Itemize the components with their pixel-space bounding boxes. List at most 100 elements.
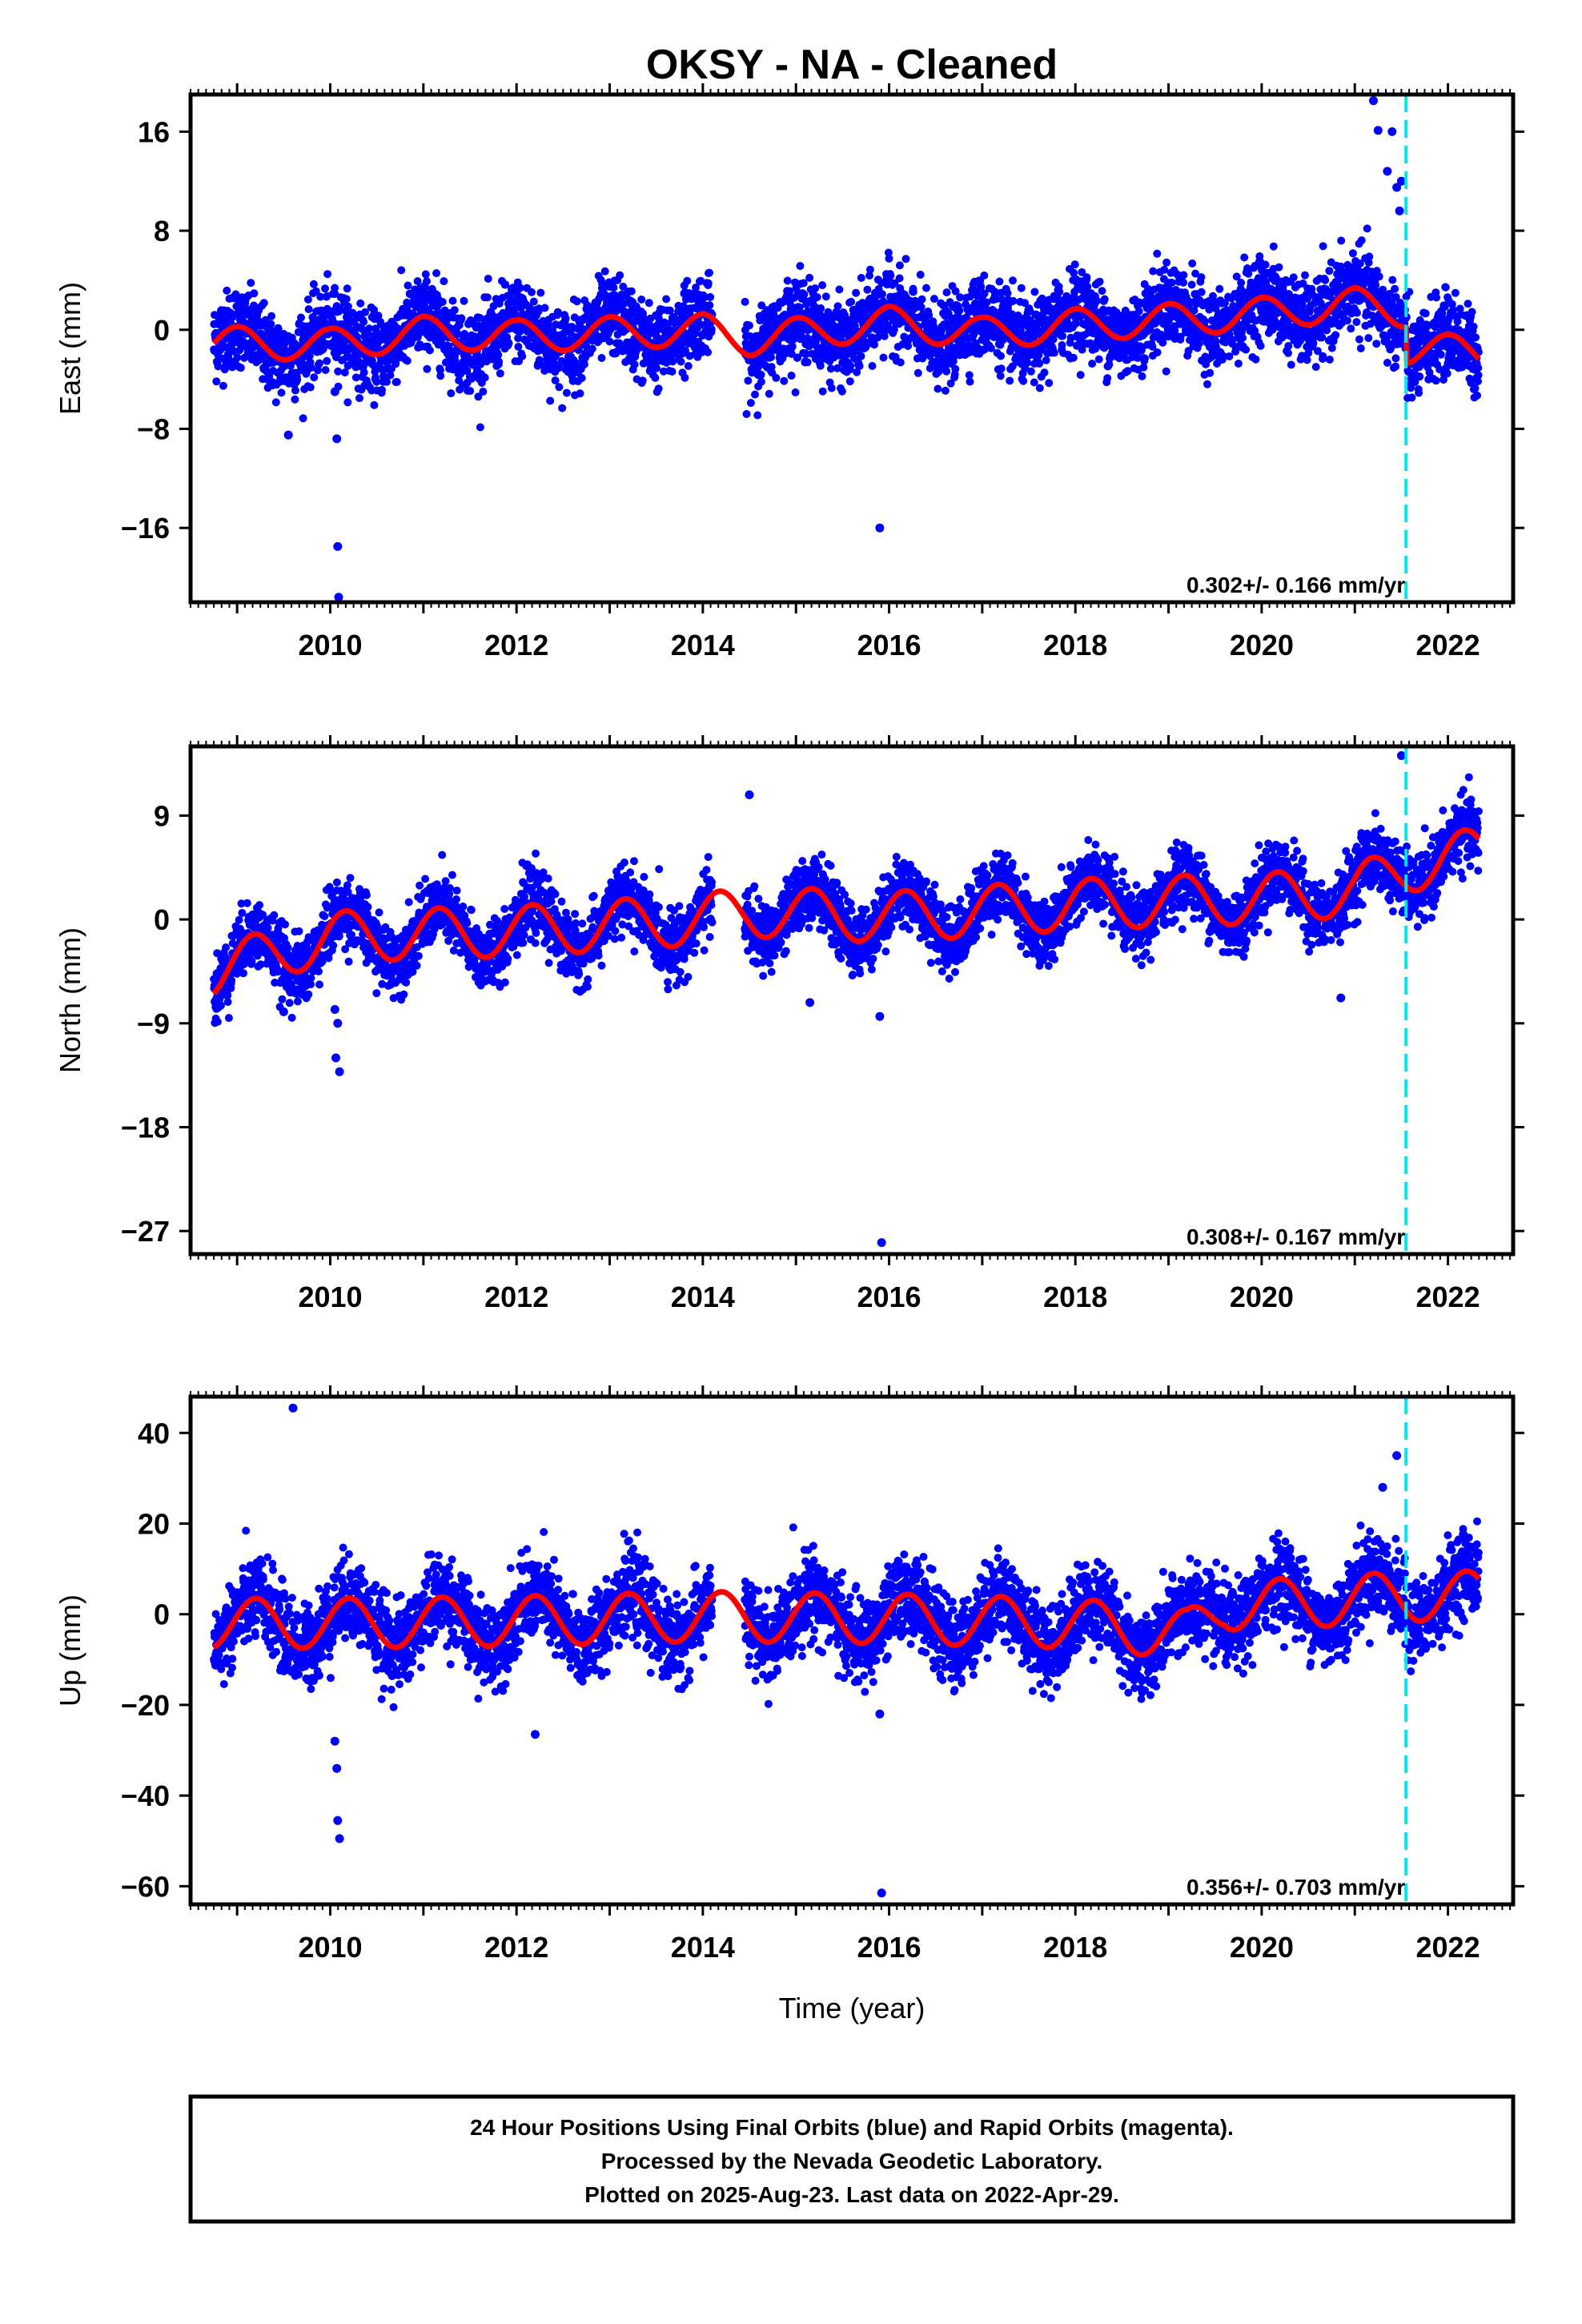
data-point xyxy=(1187,280,1196,289)
data-point xyxy=(1082,273,1091,282)
outlier-point xyxy=(330,387,339,396)
data-point xyxy=(753,411,762,420)
data-point xyxy=(630,360,639,369)
data-point xyxy=(1325,356,1334,364)
data-point xyxy=(214,362,223,371)
data-point xyxy=(514,334,523,343)
outlier-point xyxy=(1373,126,1383,135)
outlier-point xyxy=(332,434,342,444)
data-point xyxy=(847,297,856,306)
data-point xyxy=(444,342,453,351)
data-point xyxy=(901,255,910,263)
data-point xyxy=(803,358,812,367)
data-point xyxy=(516,328,524,336)
data-point xyxy=(518,352,527,360)
data-point xyxy=(436,372,445,380)
data-point xyxy=(378,385,386,394)
data-point xyxy=(772,373,781,382)
data-point xyxy=(1138,372,1146,380)
data-point xyxy=(303,296,312,304)
data-point xyxy=(452,361,460,369)
data-point xyxy=(1441,283,1450,292)
data-point xyxy=(741,297,749,306)
data-point xyxy=(391,360,400,368)
data-point xyxy=(1383,359,1391,367)
data-point xyxy=(1353,308,1361,317)
data-point xyxy=(386,371,395,380)
data-point xyxy=(644,299,653,308)
data-point xyxy=(1337,236,1346,245)
data-point xyxy=(476,423,484,432)
y-tick-label: 8 xyxy=(154,215,170,247)
data-point xyxy=(516,283,524,292)
data-point xyxy=(855,362,864,370)
data-point xyxy=(460,296,468,305)
data-point xyxy=(638,376,647,385)
data-point xyxy=(1474,364,1483,372)
data-point xyxy=(310,373,319,382)
data-point xyxy=(1050,348,1058,357)
data-point xyxy=(651,373,660,382)
data-point xyxy=(495,357,504,366)
data-point xyxy=(1391,362,1400,371)
data-point xyxy=(783,276,792,285)
data-point xyxy=(236,364,245,372)
data-point xyxy=(1355,335,1363,344)
data-point xyxy=(1436,350,1445,359)
data-point xyxy=(1284,348,1292,357)
data-point xyxy=(800,290,809,299)
data-point xyxy=(432,269,441,278)
data-point xyxy=(609,283,618,292)
data-point xyxy=(229,347,238,356)
data-point xyxy=(1407,393,1416,402)
data-point xyxy=(863,285,872,294)
data-point xyxy=(1093,296,1102,305)
data-point xyxy=(757,377,765,386)
data-point xyxy=(343,302,352,311)
data-point xyxy=(1153,249,1162,258)
data-point xyxy=(1343,316,1351,325)
data-point xyxy=(342,295,351,304)
data-point xyxy=(818,387,827,396)
data-point xyxy=(212,377,221,386)
data-point xyxy=(600,267,609,275)
data-point xyxy=(1030,378,1038,387)
data-point xyxy=(704,348,713,356)
data-point xyxy=(1045,379,1054,388)
data-point xyxy=(951,364,960,373)
data-point xyxy=(1327,344,1336,352)
data-point xyxy=(616,271,624,279)
data-point xyxy=(291,395,299,404)
data-point xyxy=(267,320,275,328)
data-point xyxy=(942,367,951,376)
data-point xyxy=(277,388,286,397)
data-point xyxy=(1375,272,1383,281)
data-point xyxy=(1431,376,1440,385)
data-point xyxy=(895,261,904,270)
data-point xyxy=(885,254,893,263)
data-point xyxy=(423,364,432,373)
data-point xyxy=(480,373,489,382)
data-point xyxy=(704,279,713,287)
data-point xyxy=(304,305,313,314)
data-point xyxy=(1468,308,1476,316)
data-point xyxy=(340,368,349,377)
data-point xyxy=(553,308,562,316)
data-point xyxy=(1239,333,1247,342)
data-point xyxy=(562,388,571,397)
data-point xyxy=(544,320,553,329)
data-point xyxy=(1352,318,1361,327)
outlier-point xyxy=(1383,167,1392,176)
data-point xyxy=(845,377,854,386)
data-point xyxy=(833,302,842,311)
data-point xyxy=(359,318,368,326)
outlier-point xyxy=(1395,206,1404,215)
data-point xyxy=(1391,354,1400,363)
data-point xyxy=(1303,356,1311,364)
data-point xyxy=(321,366,330,374)
data-point xyxy=(917,303,926,312)
data-point xyxy=(877,290,886,299)
data-point xyxy=(791,388,800,396)
data-point xyxy=(436,366,444,375)
